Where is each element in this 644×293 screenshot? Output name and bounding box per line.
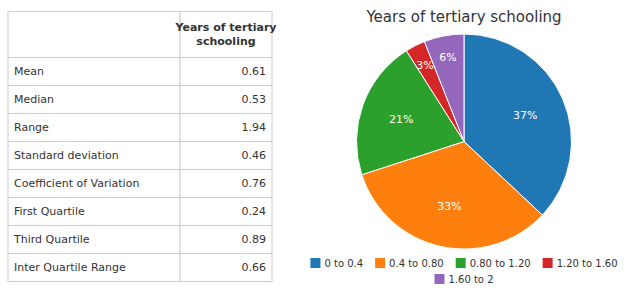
table-cell	[8, 142, 180, 170]
legend-swatch	[434, 274, 444, 284]
table-value-cell	[180, 170, 272, 198]
table-cell	[8, 114, 180, 142]
data-label: 21%	[389, 113, 413, 126]
table-cell	[8, 86, 180, 114]
table-value: 0.76	[242, 177, 267, 190]
table-value: 0.61	[242, 65, 267, 78]
chart-container: Years of tertiaryschooling Mean 0.61 Median…	[0, 0, 644, 293]
pie-slice	[424, 34, 464, 142]
table-row-label: Standard deviation	[14, 149, 119, 162]
table-header: Years of tertiaryschooling	[174, 21, 276, 48]
table-value-cell	[180, 198, 272, 226]
table-value-cell	[180, 226, 272, 254]
legend-swatch	[310, 258, 320, 268]
table-cell	[8, 254, 180, 282]
legend-label: 0 to 0.4	[324, 258, 363, 269]
table-header-line: Years of tertiary	[174, 21, 276, 34]
table-value-cell	[180, 58, 272, 86]
table-cell	[8, 58, 180, 86]
data-label: 37%	[513, 109, 537, 122]
data-label: 6%	[439, 51, 456, 64]
table-value: 0.66	[242, 261, 267, 274]
table-cell	[8, 170, 180, 198]
table-value: 1.94	[242, 121, 267, 134]
table-value-cell	[180, 142, 272, 170]
table-row-label: Range	[14, 121, 49, 134]
table-value: 0.46	[242, 149, 267, 162]
legend-label: 1.60 to 2	[448, 274, 493, 285]
table-header-cell	[8, 12, 180, 58]
table: Years of tertiaryschooling Mean 0.61 Median…	[8, 12, 277, 282]
pie: 37% 33% 21% 3% 6%	[356, 34, 571, 249]
legend-item: 0.4 to 0.80	[375, 258, 444, 269]
table-value: 0.89	[242, 233, 267, 246]
chart-svg: Years of tertiaryschooling Mean 0.61 Median…	[0, 0, 644, 293]
table-header-line: schooling	[196, 35, 255, 48]
legend-item: 1.60 to 2	[434, 274, 493, 285]
legend-label: 1.20 to 1.60	[557, 258, 618, 269]
legend-swatch	[456, 258, 466, 268]
data-label: 33%	[437, 200, 461, 213]
table-cell	[8, 226, 180, 254]
table-cell	[8, 198, 180, 226]
table-row-label: Coefficient of Variation	[14, 177, 139, 190]
legend: 0 to 0.4 0.4 to 0.80 0.80 to 1.20 1.20 to 1…	[310, 258, 617, 285]
table-value-cell	[180, 86, 272, 114]
data-label: 3%	[416, 59, 433, 72]
legend-label: 0.4 to 0.80	[389, 258, 444, 269]
table-row-label: Inter Quartile Range	[14, 261, 126, 274]
table-header-cell	[180, 12, 272, 58]
table-value-cell	[180, 254, 272, 282]
legend-swatch	[375, 258, 385, 268]
table-row-label: Third Quartile	[13, 233, 90, 246]
table-row-label: First Quartile	[14, 205, 85, 218]
pie-chart: Years of tertiary schooling 0 to 0.4 0.4 t…	[310, 8, 617, 285]
table-row-label: Median	[14, 93, 54, 106]
legend-item: 0 to 0.4	[310, 258, 363, 269]
table-value: 0.24	[242, 205, 267, 218]
chart-title: Years of tertiary schooling	[365, 8, 561, 26]
legend-label: 0.80 to 1.20	[470, 258, 531, 269]
legend-swatch	[543, 258, 553, 268]
legend-item: 0.80 to 1.20	[456, 258, 531, 269]
table-value-cell	[180, 114, 272, 142]
table-row-label: Mean	[14, 65, 44, 78]
table-value: 0.53	[242, 93, 267, 106]
legend-item: 1.20 to 1.60	[543, 258, 618, 269]
